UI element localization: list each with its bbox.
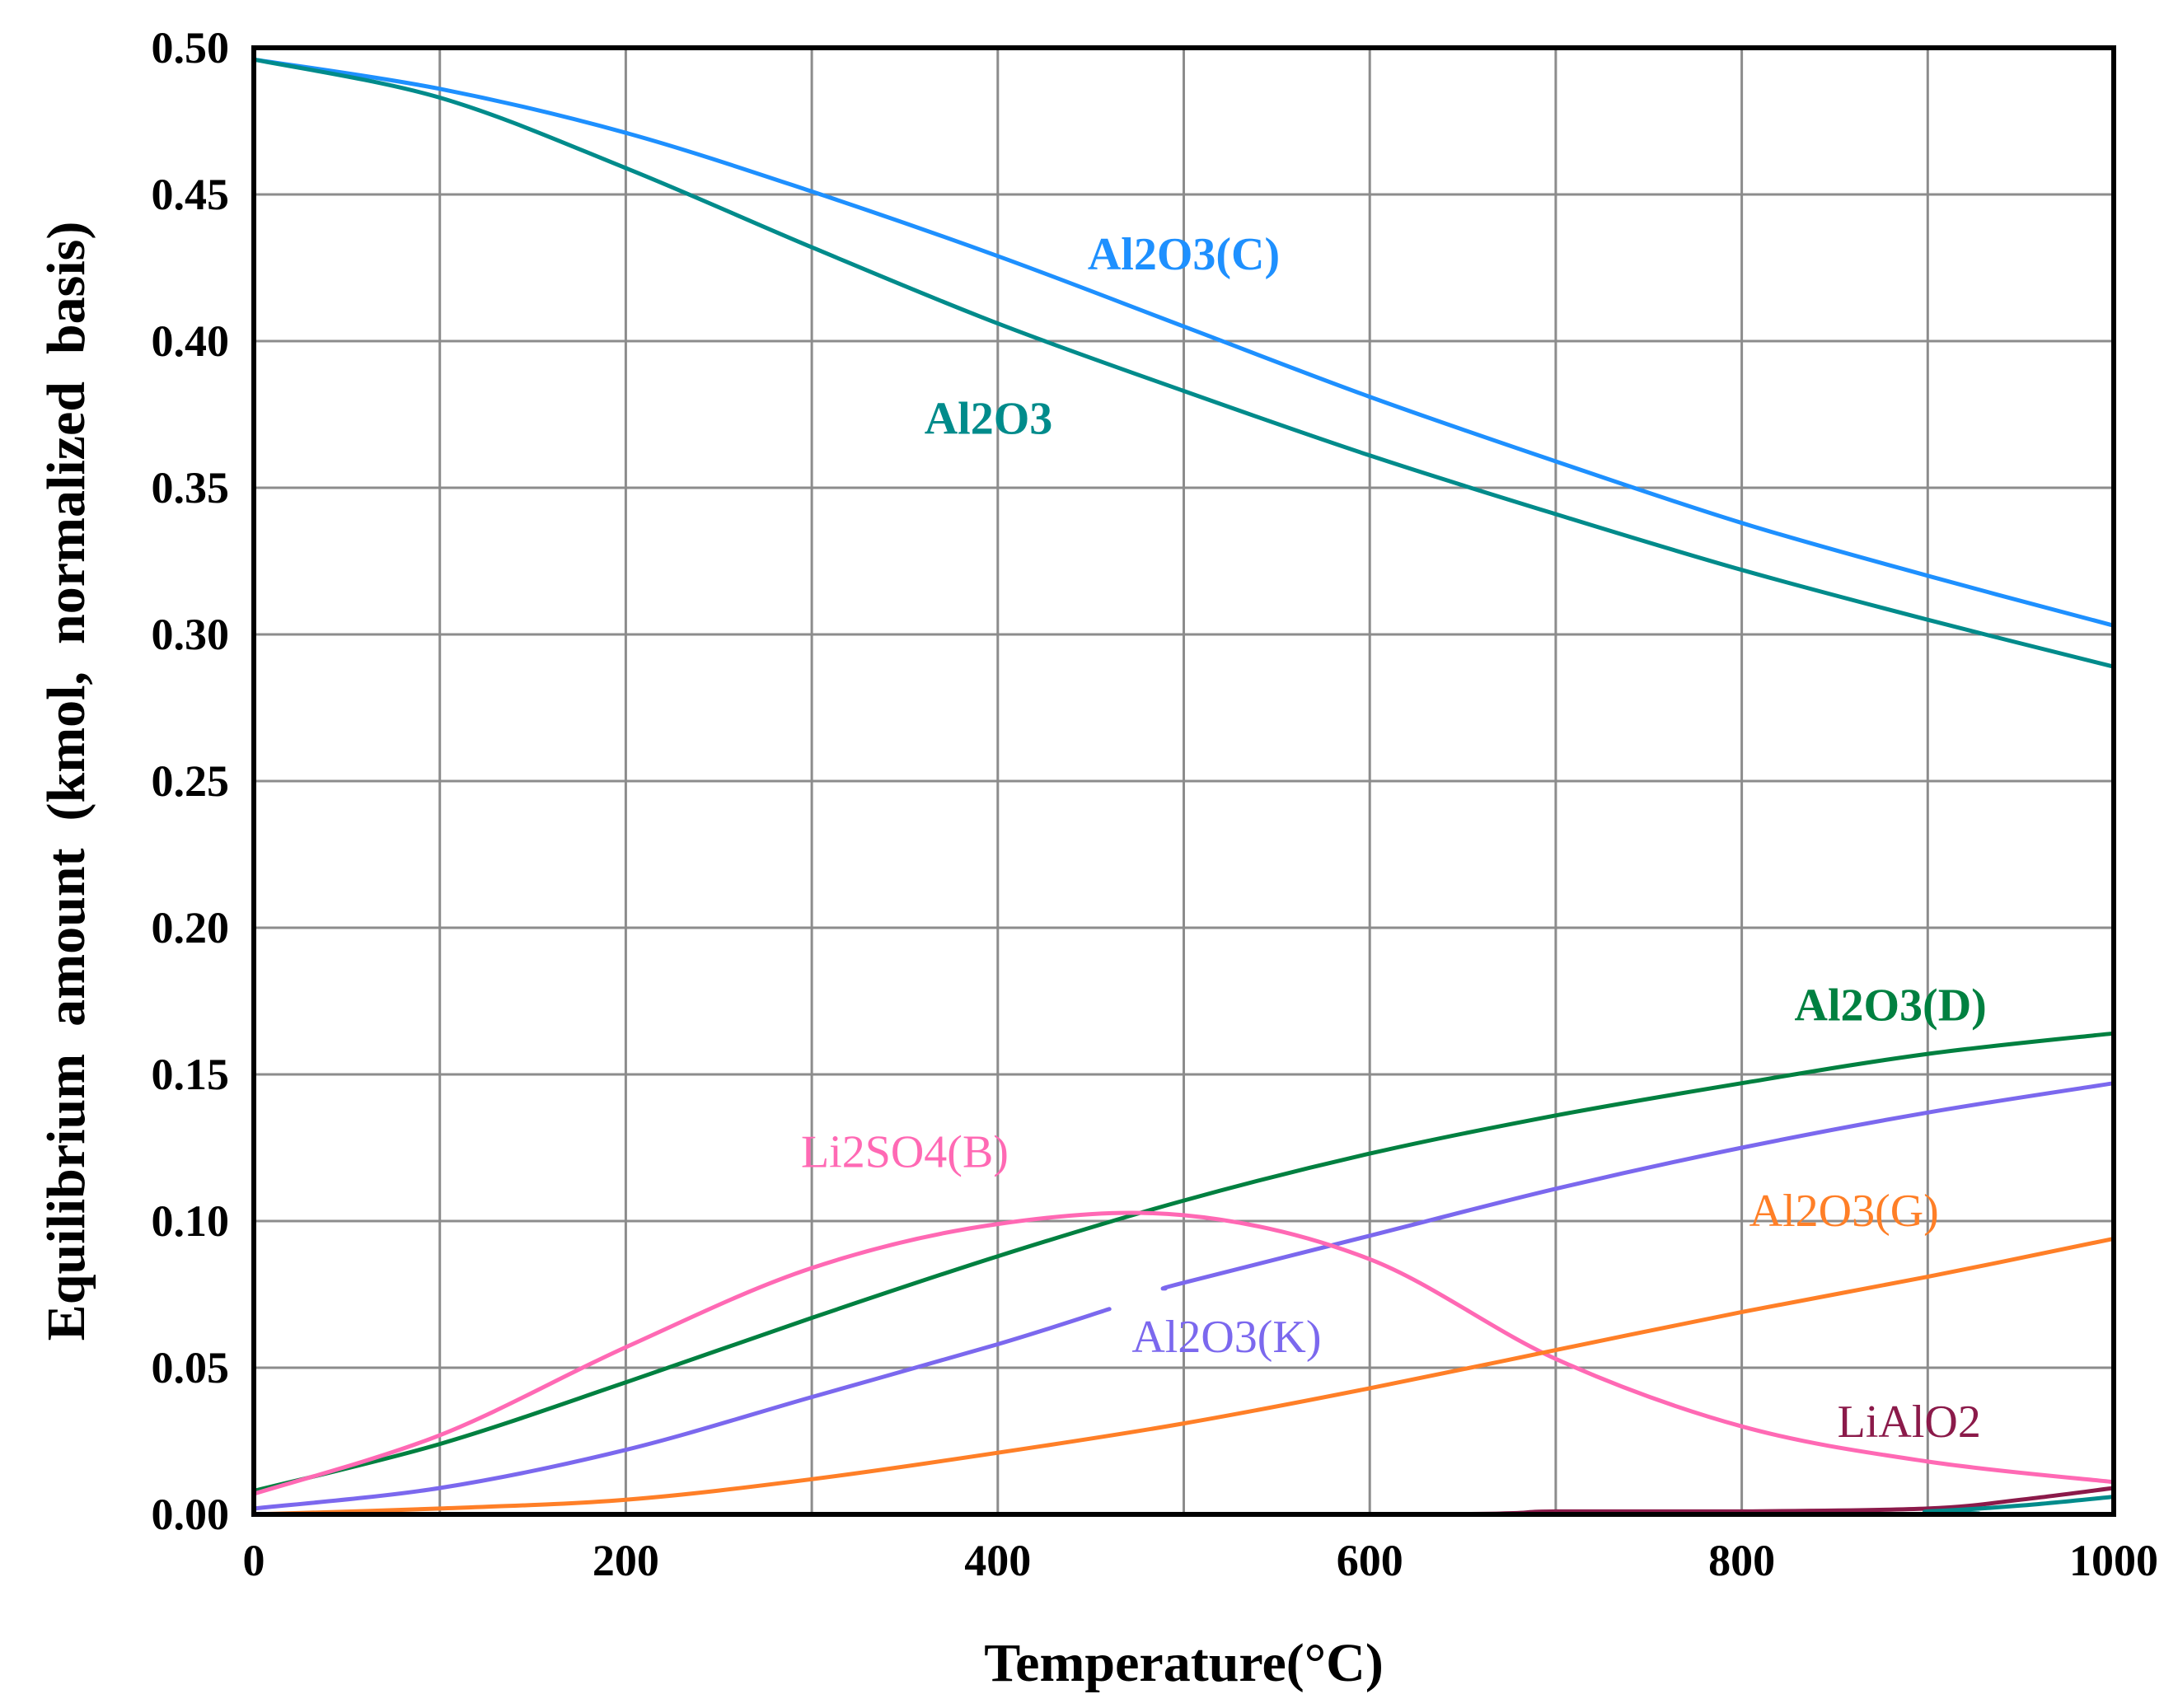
plot-frame	[251, 45, 2116, 1517]
x-tick-labels: 0 200 400 600 800 1000	[243, 1536, 2159, 1585]
y-tick-label: 0.50	[152, 23, 230, 73]
series-line-al2o3-d	[251, 1031, 2116, 1493]
x-tick-label: 1000	[2069, 1536, 2158, 1585]
series-label-al2o3-k: Al2O3(K)	[1131, 1312, 1321, 1363]
series-line-li2so4-b	[251, 1210, 2116, 1496]
y-tick-label: 0.15	[152, 1050, 230, 1099]
y-tick-label: 0.10	[152, 1196, 230, 1246]
x-tick-label: 400	[964, 1536, 1031, 1585]
y-tick-label: 0.00	[152, 1490, 230, 1539]
series-label-lialo2: LiAlO2	[1838, 1397, 1981, 1448]
y-tick-label: 0.45	[152, 170, 230, 219]
y-tick-label: 0.25	[152, 756, 230, 806]
series-label-al2o3: Al2O3	[925, 394, 1053, 445]
y-tick-label: 0.05	[152, 1343, 230, 1392]
y-tick-labels: 0.00 0.05 0.10 0.15 0.20 0.25 0.30 0.35 0.40 0.45…	[152, 23, 230, 1539]
series-line-al2o3	[251, 57, 2116, 669]
x-tick-label: 800	[1708, 1536, 1775, 1585]
series-label-al2o3-g: Al2O3(G)	[1749, 1186, 1939, 1237]
y-tick-label: 0.30	[152, 610, 230, 659]
x-axis-title: Temperature(°C)	[984, 1633, 1384, 1693]
series-label-al2o3-d: Al2O3(D)	[1795, 980, 1987, 1032]
series-line-al2o3-c	[251, 57, 2116, 628]
series-label-li2so4-b: Li2SO4(B)	[801, 1127, 1009, 1178]
series-labels: Al2O3(C) Al2O3 Al2O3(D) Al2O3(K) Li2SO4(B) Al…	[801, 229, 1987, 1448]
y-axis-title: Equilibrium amount (kmol, normalized bas…	[36, 222, 96, 1341]
x-tick-label: 0	[243, 1536, 265, 1585]
series-line-al2o3-k	[1160, 1081, 2116, 1291]
series-label-al2o3-c: Al2O3(C)	[1088, 229, 1280, 280]
y-tick-label: 0.35	[152, 463, 230, 512]
y-tick-label: 0.40	[152, 316, 230, 366]
x-tick-label: 200	[593, 1536, 659, 1585]
series-line-al2o3-k	[251, 1307, 1112, 1511]
x-tick-label: 600	[1337, 1536, 1403, 1585]
series-line-al2o3-g	[251, 1236, 2116, 1517]
y-tick-label: 0.20	[152, 903, 230, 952]
